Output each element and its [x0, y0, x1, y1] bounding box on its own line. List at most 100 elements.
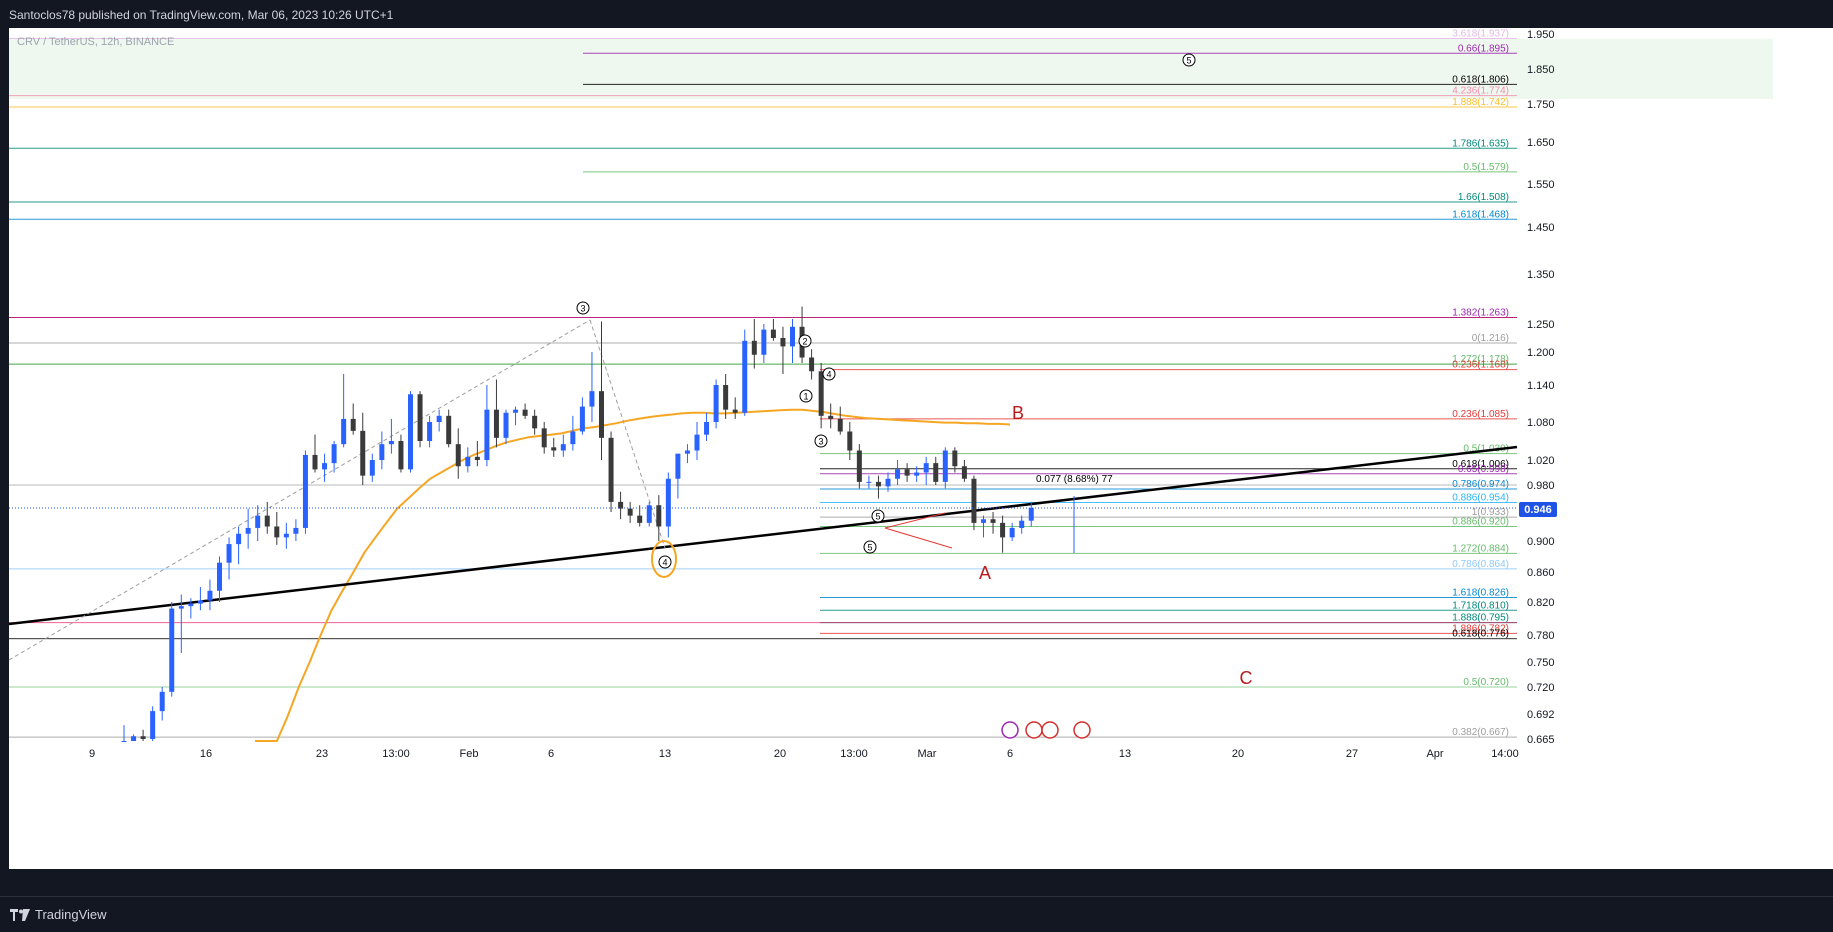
y-tick-label: 1.450 [1527, 222, 1555, 234]
candle-body [990, 519, 996, 523]
wave-label: 5 [1186, 56, 1191, 66]
fib-label: 0.786(0.864) [1452, 559, 1509, 570]
candle-body [264, 515, 270, 527]
candle-body [446, 415, 452, 445]
y-tick-label: 1.020 [1527, 455, 1555, 467]
candle-body [369, 460, 375, 476]
wave-circle [863, 540, 877, 554]
y-tick-label: 1.080 [1527, 417, 1555, 429]
candle-body [599, 391, 604, 438]
candle-body [408, 394, 413, 470]
candle-body [579, 406, 585, 432]
candle-body [637, 515, 643, 523]
annotations: 3 4 2 1 4 3 5 5 5 A B C 0.077 (8.68%) 77 [576, 53, 1253, 739]
candle-body [197, 600, 203, 604]
tradingview-logo-icon [10, 908, 30, 921]
x-tick-label: 20 [1232, 748, 1244, 760]
fib-label: 1.66(1.508) [1458, 192, 1509, 203]
candle-body [493, 409, 499, 438]
candle-body [427, 422, 433, 441]
candle-body [1009, 527, 1015, 538]
fib-label: 0.66(1.895) [1458, 43, 1509, 54]
trendline [8, 445, 1518, 626]
candle-body [293, 527, 299, 534]
candle-body [885, 478, 891, 487]
candle-body [474, 456, 480, 460]
candle-body [140, 736, 146, 739]
candle-body [694, 434, 700, 451]
wave-label: 1 [803, 392, 808, 402]
y-tick-label: 1.850 [1527, 64, 1555, 76]
candle-body [312, 454, 318, 470]
candle-body [904, 469, 910, 476]
x-tick-label: 27 [1346, 748, 1358, 760]
y-tick-label: 1.950 [1527, 29, 1555, 41]
candle-body [923, 463, 929, 473]
y-axis-labels: 1.950 1.850 1.750 1.650 1.550 1.450 1.350 1.250… [9, 29, 1557, 746]
current-price-tag [1519, 502, 1557, 517]
fib-label: 1.618(1.468) [1452, 209, 1509, 220]
candle-body [522, 409, 528, 416]
y-tick-label: 1.250 [1527, 319, 1555, 331]
candle-body [790, 326, 795, 347]
candle-body [809, 357, 815, 372]
plot-area [9, 28, 1773, 869]
lightning-icon [1001, 721, 1019, 739]
fib-label: 0.618(1.806) [1452, 74, 1509, 85]
flag-icon [1025, 721, 1043, 739]
chart-header: Santoclos78 published on TradingView.com… [0, 0, 1833, 29]
footer-brand: TradingView [35, 907, 107, 922]
candle-body [570, 431, 576, 445]
footer: TradingView [0, 896, 1833, 932]
y-tick-label: 0.980 [1527, 480, 1555, 492]
wave-circle [798, 334, 812, 348]
candle-body [121, 741, 127, 742]
candle-body [704, 422, 710, 435]
x-tick-label: 13:00 [382, 748, 410, 760]
candle-body [417, 394, 423, 441]
candle-body [255, 515, 261, 528]
candle-body [541, 428, 547, 448]
candle-body [484, 409, 490, 460]
wave-circle [814, 434, 828, 448]
y-tick-label: 0.820 [1527, 597, 1555, 609]
price-chart[interactable]: 3.618(1.937) 0.66(1.895) 0.618(1.806)4.236… [0, 28, 1833, 896]
candle-body [455, 444, 461, 467]
y-tick-label: 1.750 [1527, 99, 1555, 111]
x-axis-labels: 9 16 23 13:00 Feb 6 13 20 13:00 Mar 6 13 20 27 Apr 14:0… [89, 748, 1519, 760]
abc-label: B [1012, 403, 1024, 423]
candle-body [828, 415, 834, 419]
candle-body [971, 478, 977, 523]
wave-circle [576, 301, 590, 315]
candle-body [283, 533, 289, 538]
wave-label: 4 [826, 370, 831, 380]
abc-label: C [1240, 668, 1253, 688]
wave-label: 3 [580, 304, 585, 314]
footer-logo[interactable]: TradingView [10, 907, 107, 922]
candle-body [942, 450, 948, 482]
y-tick-label: 1.650 [1527, 137, 1555, 149]
abc-label: A [979, 563, 991, 583]
candle-body [656, 505, 662, 527]
y-tick-label: 0.692 [1527, 709, 1555, 721]
x-tick-label: Apr [1426, 748, 1443, 760]
fib-label: 0.5(1.579) [1463, 162, 1509, 173]
candle-body [1028, 507, 1034, 521]
candle-body [274, 526, 280, 538]
fib-label: 1.618(0.826) [1452, 588, 1509, 599]
candle-body [847, 431, 853, 451]
candle-body [226, 544, 232, 563]
x-tick-label: 23 [316, 748, 328, 760]
candle-body [150, 711, 156, 739]
fib-label: 1.888(1.742) [1452, 97, 1509, 108]
candle-body [856, 450, 862, 482]
candle-body [875, 481, 881, 487]
dashed-guide [589, 319, 666, 549]
moving-average-line [255, 408, 1011, 742]
y-tick-label: 0.665 [1527, 734, 1555, 746]
fib-label: 0.886(0.920) [1452, 517, 1509, 528]
x-tick-label: 9 [89, 748, 95, 760]
x-tick-label: 6 [1007, 748, 1013, 760]
fib-label: 1.272(0.884) [1452, 543, 1509, 554]
candle-body [751, 340, 757, 355]
